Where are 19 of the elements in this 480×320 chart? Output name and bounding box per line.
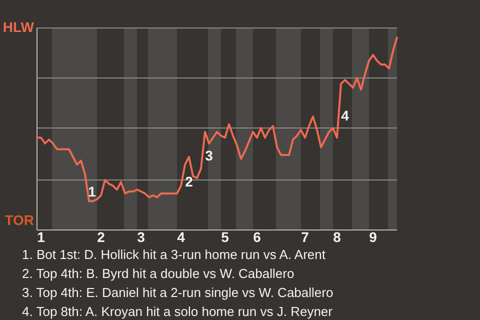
x-tick-label: 4 [177, 228, 186, 245]
annotation: 1 [88, 184, 96, 200]
x-tick-label: 5 [221, 228, 230, 245]
x-tick-label: 6 [253, 228, 262, 245]
text: 1. Bot 1st: D. Hollick hit a 3-run home run vs A. Arent [22, 247, 326, 262]
text: HLW [2, 19, 35, 35]
x-tick-label: 2 [97, 228, 106, 245]
x-tick-label: 9 [369, 228, 378, 245]
x-tick-label: 7 [301, 228, 310, 245]
annotation: 3 [205, 148, 214, 164]
text: 2. Top 4th: B. Byrd hit a double vs W. Caballero [22, 266, 294, 281]
x-tick-label: 3 [137, 228, 146, 245]
text: 3. Top 4th: E. Daniel hit a 2-run single vs W. Caballero [22, 285, 334, 300]
x-tick-label: 8 [333, 228, 342, 245]
text: TOR [4, 212, 34, 228]
x-tick-label: 1 [37, 228, 46, 245]
annotation: 2 [185, 174, 194, 190]
text: 4. Top 8th: A. Kroyan hit a solo home run vs J. Reyner [22, 304, 334, 319]
annotation: 4 [341, 108, 350, 124]
